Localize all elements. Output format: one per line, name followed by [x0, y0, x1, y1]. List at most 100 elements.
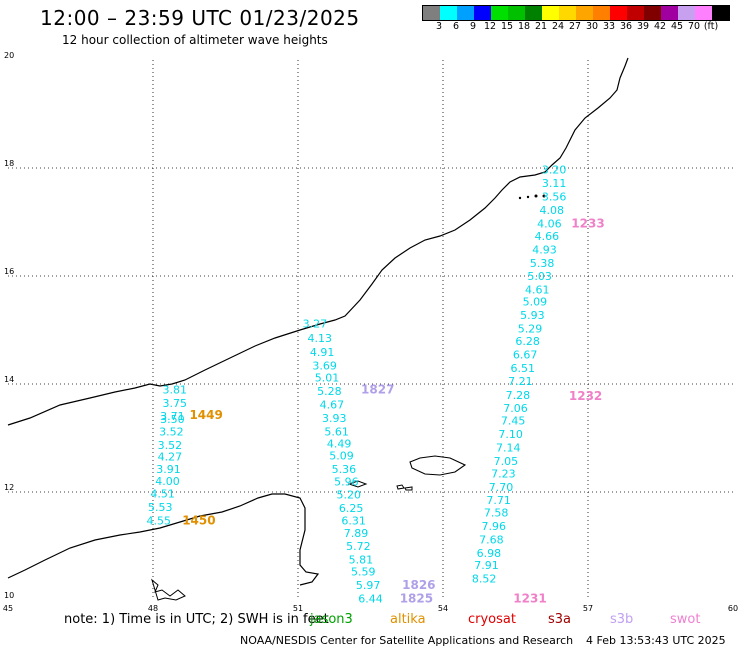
pass-time-label: 1449 [189, 408, 222, 422]
pass-time-label: 1450 [182, 513, 215, 527]
wave-height-value: 4.06 [537, 217, 562, 230]
wave-height-value: 4.61 [525, 283, 550, 296]
lat-tick-label: 18 [4, 159, 14, 168]
wave-height-value: 4.93 [532, 243, 557, 256]
wave-height-value: 7.23 [491, 467, 516, 480]
wave-height-value: 5.93 [520, 309, 545, 322]
wave-height-value: 5.72 [346, 540, 371, 553]
wave-height-value: 3.20 [542, 163, 567, 176]
wave-height-value: 6.28 [515, 335, 540, 348]
pass-time-label: 1826 [402, 578, 435, 592]
color-swatch [491, 6, 508, 20]
wave-height-value: 7.96 [482, 520, 507, 533]
wave-height-value: 7.91 [474, 559, 499, 572]
wave-height-value: 5.81 [349, 553, 374, 566]
wave-height-value: 4.66 [535, 230, 560, 243]
wave-height-value: 3.93 [322, 412, 347, 425]
satellite-swot: swot [670, 612, 701, 627]
color-legend-label: 24 [551, 21, 565, 32]
pass-time-label: 1232 [569, 389, 602, 403]
generated-timestamp: 4 Feb 13:53:43 UTC 2025 [586, 634, 726, 647]
color-swatch [712, 6, 729, 20]
wave-height-value: 7.45 [501, 415, 526, 428]
color-legend-label: 12 [483, 21, 497, 32]
color-swatch [474, 6, 491, 20]
color-swatch [525, 6, 542, 20]
wave-height-value: 4.00 [155, 475, 180, 488]
color-legend [422, 5, 730, 21]
wave-height-value: 7.71 [486, 494, 511, 507]
color-swatch [508, 6, 525, 20]
wave-height-value: 5.36 [332, 463, 357, 476]
color-swatch [627, 6, 644, 20]
color-swatch [457, 6, 474, 20]
wave-height-value: 4.51 [150, 487, 175, 500]
map-subtitle: 12 hour collection of altimeter wave hei… [62, 33, 328, 47]
satellite-s3a: s3a [548, 612, 572, 627]
color-legend-label: 21 [534, 21, 548, 32]
color-swatch [661, 6, 678, 20]
color-legend-label: 42 [653, 21, 667, 32]
wave-height-value: 3.52 [158, 439, 183, 452]
wave-height-value: 8.52 [472, 573, 497, 586]
wave-height-value: 7.06 [503, 402, 528, 415]
color-swatch [423, 6, 440, 20]
lon-tick-label: 57 [583, 604, 593, 613]
color-swatch [593, 6, 610, 20]
wave-height-value: 6.67 [513, 349, 538, 362]
graticule: 45 48 51 54 57 60 20 18 16 14 12 10 [3, 51, 738, 613]
wave-height-value: 4.13 [308, 332, 333, 345]
wave-height-value: 6.25 [339, 502, 364, 515]
lat-tick-label: 14 [4, 375, 14, 384]
color-legend-label: 70 [687, 21, 701, 32]
pass-time-label: 1825 [400, 592, 433, 606]
wave-height-value: 4.27 [158, 451, 183, 464]
coastline-arabia [7, 57, 629, 426]
wave-height-value: 7.10 [498, 428, 523, 441]
footer-note: note: 1) Time is in UTC; 2) SWH is in fe… [64, 612, 329, 627]
wave-height-value: 5.09 [329, 450, 354, 463]
lat-tick-label: 10 [4, 591, 14, 600]
color-swatch [678, 6, 695, 20]
coastline-somalia [7, 493, 320, 586]
wave-height-value: 6.98 [477, 547, 502, 560]
wave-height-value: 5.09 [523, 296, 548, 309]
credit-line: NOAA/NESDIS Center for Satellite Applica… [240, 634, 574, 647]
wave-height-value: 3.91 [156, 463, 181, 476]
color-legend-label: 36 [619, 21, 633, 32]
color-legend-label: 3 [435, 21, 443, 32]
wave-height-value: 7.14 [496, 442, 521, 455]
wave-height-value: 4.67 [320, 398, 345, 411]
wave-height-value: 5.28 [317, 385, 342, 398]
lat-tick-label: 12 [4, 483, 14, 492]
color-swatch [559, 6, 576, 20]
wave-height-value: 3.81 [163, 384, 188, 397]
lat-tick-label: 16 [4, 267, 14, 276]
wave-height-value: 4.08 [540, 204, 565, 217]
lat-tick-label: 20 [4, 51, 14, 60]
color-swatch [644, 6, 661, 20]
color-legend-label: 18 [517, 21, 531, 32]
color-swatch [695, 6, 712, 20]
wave-height-value: 7.28 [506, 389, 531, 402]
wave-height-value: 5.03 [527, 270, 552, 283]
color-legend-label: 15 [500, 21, 514, 32]
lon-tick-label: 48 [148, 604, 158, 613]
color-swatch [440, 6, 457, 20]
color-swatch [610, 6, 627, 20]
pass-time-label: 1233 [571, 216, 604, 230]
color-legend-label: (ft) [703, 21, 719, 32]
satellite-jason3: jason3 [310, 612, 353, 627]
wave-height-value: 5.38 [530, 257, 555, 270]
wave-height-value: 5.97 [356, 579, 381, 592]
wave-height-value: 3.75 [163, 397, 188, 410]
wave-height-value: 4.91 [310, 346, 335, 359]
wave-height-value: 5.20 [337, 488, 362, 501]
wave-height-value: 7.21 [508, 375, 533, 388]
wave-height-value: 7.58 [484, 506, 509, 519]
wave-height-value: 5.29 [518, 323, 543, 336]
wave-height-value: 5.59 [351, 566, 376, 579]
satellite-altika: altika [390, 612, 426, 627]
wave-height-value: 6.51 [511, 362, 536, 375]
